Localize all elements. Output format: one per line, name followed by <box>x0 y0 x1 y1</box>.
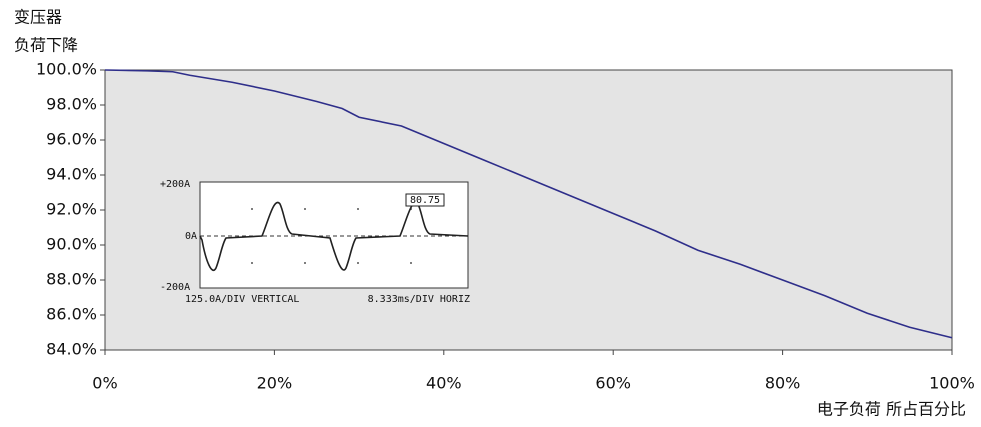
y-axis-label: 变压器 <box>14 8 62 27</box>
y-tick-label: 84.0% <box>46 340 97 359</box>
y-tick-label: 96.0% <box>46 130 97 149</box>
y-tick-label: 100.0% <box>36 60 97 79</box>
inset-waveform: 80.75 +200A 0A -200A 125.0A/DIV VERTICAL… <box>160 179 470 305</box>
chart: 变压器 负荷下降 电子负荷 所占百分比 84.0% 86.0% 88.0% 90.0%… <box>0 0 981 423</box>
x-tick-label: 40% <box>426 374 462 393</box>
x-tick-label: 20% <box>257 374 293 393</box>
inset-marker-label: 80.75 <box>410 195 440 206</box>
x-tick-label: 100% <box>929 374 975 393</box>
x-axis-label: 电子负荷 所占百分比 <box>817 400 966 419</box>
x-tick-label: 80% <box>765 374 801 393</box>
inset-top-label: +200A <box>160 179 190 190</box>
y-tick-label: 90.0% <box>46 235 97 254</box>
y-tick-label: 98.0% <box>46 95 97 114</box>
y-tick-label: 86.0% <box>46 305 97 324</box>
y-tick-label: 88.0% <box>46 270 97 289</box>
y-tick-label: 94.0% <box>46 165 97 184</box>
inset-vertical-scale: 125.0A/DIV VERTICAL <box>185 294 299 305</box>
inset-zero-label: 0A <box>185 231 197 242</box>
y-axis-label: 负荷下降 <box>14 36 78 55</box>
y-tick-label: 92.0% <box>46 200 97 219</box>
inset-horizontal-scale: 8.333ms/DIV HORIZ <box>368 294 470 305</box>
x-tick-label: 60% <box>595 374 631 393</box>
inset-bottom-label: -200A <box>160 282 190 293</box>
x-tick-label: 0% <box>92 374 117 393</box>
